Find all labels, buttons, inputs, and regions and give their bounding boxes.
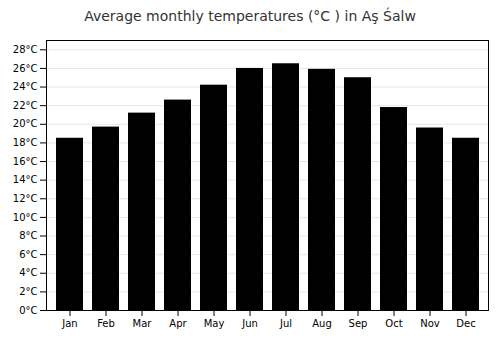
svg-text:22°C: 22°C xyxy=(13,100,38,111)
svg-text:Nov: Nov xyxy=(420,318,440,329)
html-text:Average monthly temperatures (: Average monthly temperatures (°C ) in Aş… xyxy=(84,8,416,24)
svg-text:10°C: 10°C xyxy=(13,212,38,223)
svg-text:20°C: 20°C xyxy=(13,118,38,129)
svg-text:Mar: Mar xyxy=(133,318,153,329)
svg-text:18°C: 18°C xyxy=(13,137,38,148)
svg-text:Sep: Sep xyxy=(349,318,368,329)
svg-text:Apr: Apr xyxy=(169,318,187,329)
svg-text:6°C: 6°C xyxy=(19,249,37,260)
svg-text:Jun: Jun xyxy=(241,318,258,329)
svg-text:4°C: 4°C xyxy=(19,267,37,278)
svg-text:2°C: 2°C xyxy=(19,286,37,297)
svg-text:16°C: 16°C xyxy=(13,156,38,167)
svg-text:Oct: Oct xyxy=(385,318,402,329)
svg-text:12°C: 12°C xyxy=(13,193,38,204)
svg-text:Dec: Dec xyxy=(456,318,475,329)
svg-text:26°C: 26°C xyxy=(13,63,38,74)
svg-text:Feb: Feb xyxy=(97,318,115,329)
svg-text:28°C: 28°C xyxy=(13,44,38,55)
svg-text:Aug: Aug xyxy=(312,318,332,329)
svg-text:May: May xyxy=(204,318,225,329)
svg-text:Jul: Jul xyxy=(279,318,292,329)
svg-text:0°C: 0°C xyxy=(19,305,37,316)
svg-text:Jan: Jan xyxy=(61,318,77,329)
svg-text:8°C: 8°C xyxy=(19,230,37,241)
svg-text:24°C: 24°C xyxy=(13,81,38,92)
svg-text:14°C: 14°C xyxy=(13,174,38,185)
